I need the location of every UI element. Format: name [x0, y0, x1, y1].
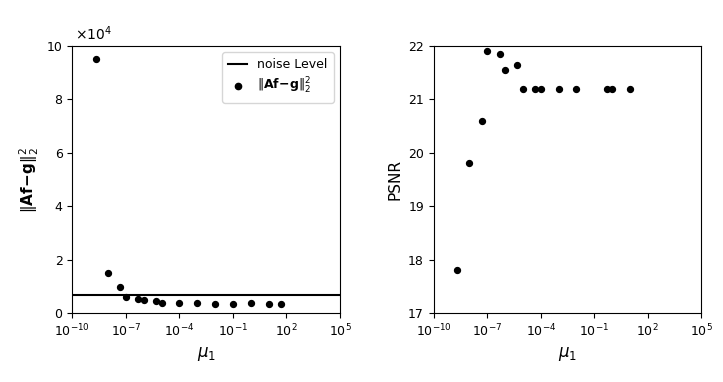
Point	[245, 300, 257, 306]
Point	[494, 51, 505, 57]
Point	[227, 301, 239, 307]
Point	[132, 296, 144, 302]
Text: $\times 10^4$: $\times 10^4$	[75, 24, 112, 43]
Point	[262, 301, 274, 307]
Point	[529, 86, 541, 92]
Point	[174, 300, 185, 306]
Point	[482, 48, 493, 54]
Y-axis label: PSNR: PSNR	[388, 159, 403, 200]
Point	[553, 86, 565, 92]
Legend: noise Level, $\|\mathbf{Af\!-\!g}\|_2^2$: noise Level, $\|\mathbf{Af\!-\!g}\|_2^2$	[222, 52, 334, 103]
Point	[451, 267, 463, 274]
Point	[115, 283, 127, 290]
Point	[500, 67, 511, 73]
Point	[463, 160, 475, 167]
Y-axis label: $\|\mathbf{Af\!-\!g}\|_2^2$: $\|\mathbf{Af\!-\!g}\|_2^2$	[18, 146, 41, 213]
Point	[138, 297, 150, 303]
Point	[517, 86, 529, 92]
Point	[102, 270, 114, 276]
Point	[150, 298, 162, 304]
Point	[275, 301, 287, 307]
Point	[209, 301, 221, 307]
Point	[120, 294, 132, 300]
Point	[155, 299, 167, 306]
Point	[601, 86, 612, 92]
Point	[476, 118, 487, 124]
Point	[192, 299, 203, 306]
Point	[607, 86, 618, 92]
X-axis label: $\mu_1$: $\mu_1$	[197, 345, 215, 363]
Point	[512, 62, 523, 68]
Point	[624, 86, 636, 92]
Point	[535, 86, 547, 92]
X-axis label: $\mu_1$: $\mu_1$	[558, 345, 577, 363]
Point	[570, 86, 582, 92]
Point	[90, 56, 101, 62]
